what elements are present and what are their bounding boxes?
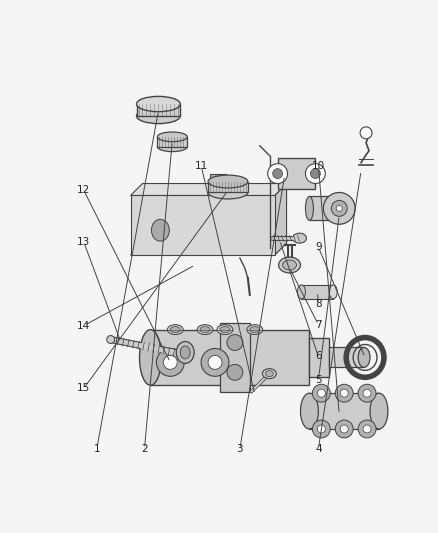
Circle shape (273, 168, 283, 179)
Text: 15: 15 (77, 383, 91, 393)
Circle shape (360, 127, 372, 139)
Bar (309, 197, 339, 220)
Ellipse shape (180, 346, 190, 359)
Ellipse shape (170, 327, 180, 333)
Ellipse shape (305, 197, 314, 220)
Polygon shape (275, 183, 286, 255)
Bar (150, 329, 309, 385)
Text: 13: 13 (77, 237, 91, 247)
Ellipse shape (208, 175, 248, 188)
Ellipse shape (262, 369, 276, 378)
Text: 1: 1 (93, 444, 100, 454)
Circle shape (335, 420, 353, 438)
Polygon shape (131, 243, 286, 255)
Circle shape (208, 356, 222, 369)
Bar (329, 348, 364, 367)
Bar (157, 137, 187, 147)
Text: 7: 7 (315, 320, 321, 329)
Circle shape (318, 425, 325, 433)
Circle shape (358, 420, 376, 438)
Ellipse shape (197, 325, 213, 335)
Circle shape (336, 205, 342, 212)
Ellipse shape (140, 329, 161, 385)
Circle shape (305, 164, 325, 183)
Bar (208, 182, 248, 192)
Text: 10: 10 (312, 160, 325, 171)
Text: 14: 14 (77, 321, 91, 330)
Circle shape (163, 356, 177, 369)
Ellipse shape (176, 342, 194, 364)
Text: 5: 5 (315, 375, 321, 385)
Bar (309, 337, 329, 377)
Ellipse shape (157, 142, 187, 151)
Bar (278, 158, 315, 190)
Ellipse shape (265, 370, 273, 377)
Circle shape (107, 336, 115, 343)
Bar (309, 393, 379, 429)
Text: 11: 11 (194, 160, 208, 171)
Bar (301, 285, 333, 299)
Ellipse shape (370, 393, 388, 429)
Ellipse shape (152, 219, 170, 241)
Circle shape (227, 365, 243, 380)
Circle shape (331, 200, 347, 216)
Ellipse shape (200, 327, 210, 333)
Bar (220, 322, 250, 392)
Circle shape (311, 168, 320, 179)
Circle shape (201, 349, 229, 376)
Circle shape (312, 420, 330, 438)
Polygon shape (131, 183, 286, 196)
Text: 2: 2 (141, 444, 148, 454)
Circle shape (363, 389, 371, 397)
Circle shape (340, 425, 348, 433)
Ellipse shape (279, 257, 300, 273)
Bar (210, 174, 226, 183)
Ellipse shape (137, 108, 180, 124)
Text: 3: 3 (237, 444, 243, 454)
Ellipse shape (167, 325, 183, 335)
Ellipse shape (208, 186, 248, 199)
Ellipse shape (217, 325, 233, 335)
Circle shape (227, 335, 243, 351)
Ellipse shape (329, 285, 337, 299)
Ellipse shape (358, 348, 370, 367)
Ellipse shape (137, 96, 180, 112)
Text: 6: 6 (315, 351, 321, 361)
Ellipse shape (220, 327, 230, 333)
Ellipse shape (293, 233, 307, 243)
Ellipse shape (250, 327, 260, 333)
Circle shape (363, 425, 371, 433)
Ellipse shape (247, 325, 263, 335)
Bar (137, 104, 180, 116)
Text: 4: 4 (315, 444, 321, 454)
Circle shape (318, 389, 325, 397)
Text: 9: 9 (315, 242, 321, 252)
Polygon shape (131, 196, 275, 255)
Ellipse shape (297, 285, 305, 299)
Circle shape (323, 192, 355, 224)
Ellipse shape (300, 393, 318, 429)
Ellipse shape (283, 260, 297, 270)
Text: 12: 12 (77, 185, 91, 196)
Circle shape (156, 349, 184, 376)
Text: 8: 8 (315, 299, 321, 309)
Ellipse shape (157, 132, 187, 142)
Circle shape (335, 384, 353, 402)
Circle shape (340, 389, 348, 397)
Circle shape (358, 384, 376, 402)
Circle shape (268, 164, 288, 183)
Circle shape (312, 384, 330, 402)
